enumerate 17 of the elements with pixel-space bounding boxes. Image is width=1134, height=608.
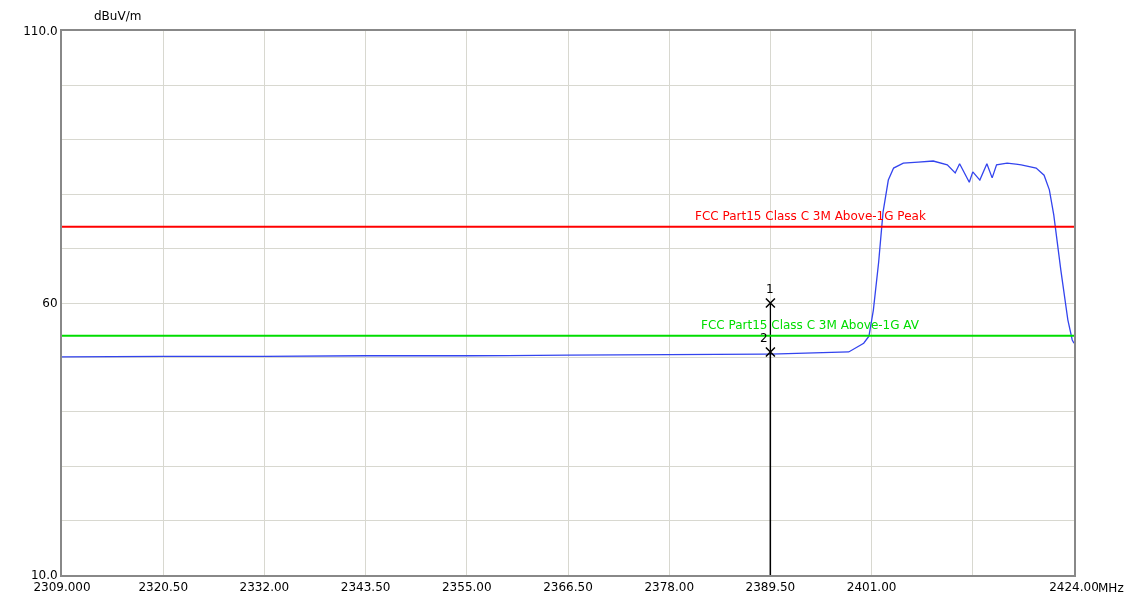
x-tick-label: 2389.50 (745, 580, 796, 595)
x-tick-label: 2424.00 (1049, 580, 1099, 595)
x-axis-title: MHz (1098, 581, 1124, 595)
annotation: 1 (766, 282, 774, 296)
x-tick-label: 2366.50 (543, 580, 593, 595)
x-tick-label: 2309.000 (33, 580, 91, 595)
y-tick-label: 110.0 (23, 24, 58, 39)
x-tick-label: 2320.50 (138, 580, 189, 595)
x-tick-label: 2401.00 (846, 580, 897, 595)
y-axis-title: dBuV/m (94, 9, 142, 23)
y-tick-label: 10.0 (30, 568, 58, 583)
x-tick-label: 2378.00 (644, 580, 695, 595)
x-tick-label: 2343.50 (340, 580, 391, 595)
line-series (62, 160, 1074, 358)
x-tick-label: 2332.00 (239, 580, 290, 595)
y-tick-label: 60 (42, 296, 58, 311)
x-tick-label: 2355.00 (441, 580, 492, 595)
